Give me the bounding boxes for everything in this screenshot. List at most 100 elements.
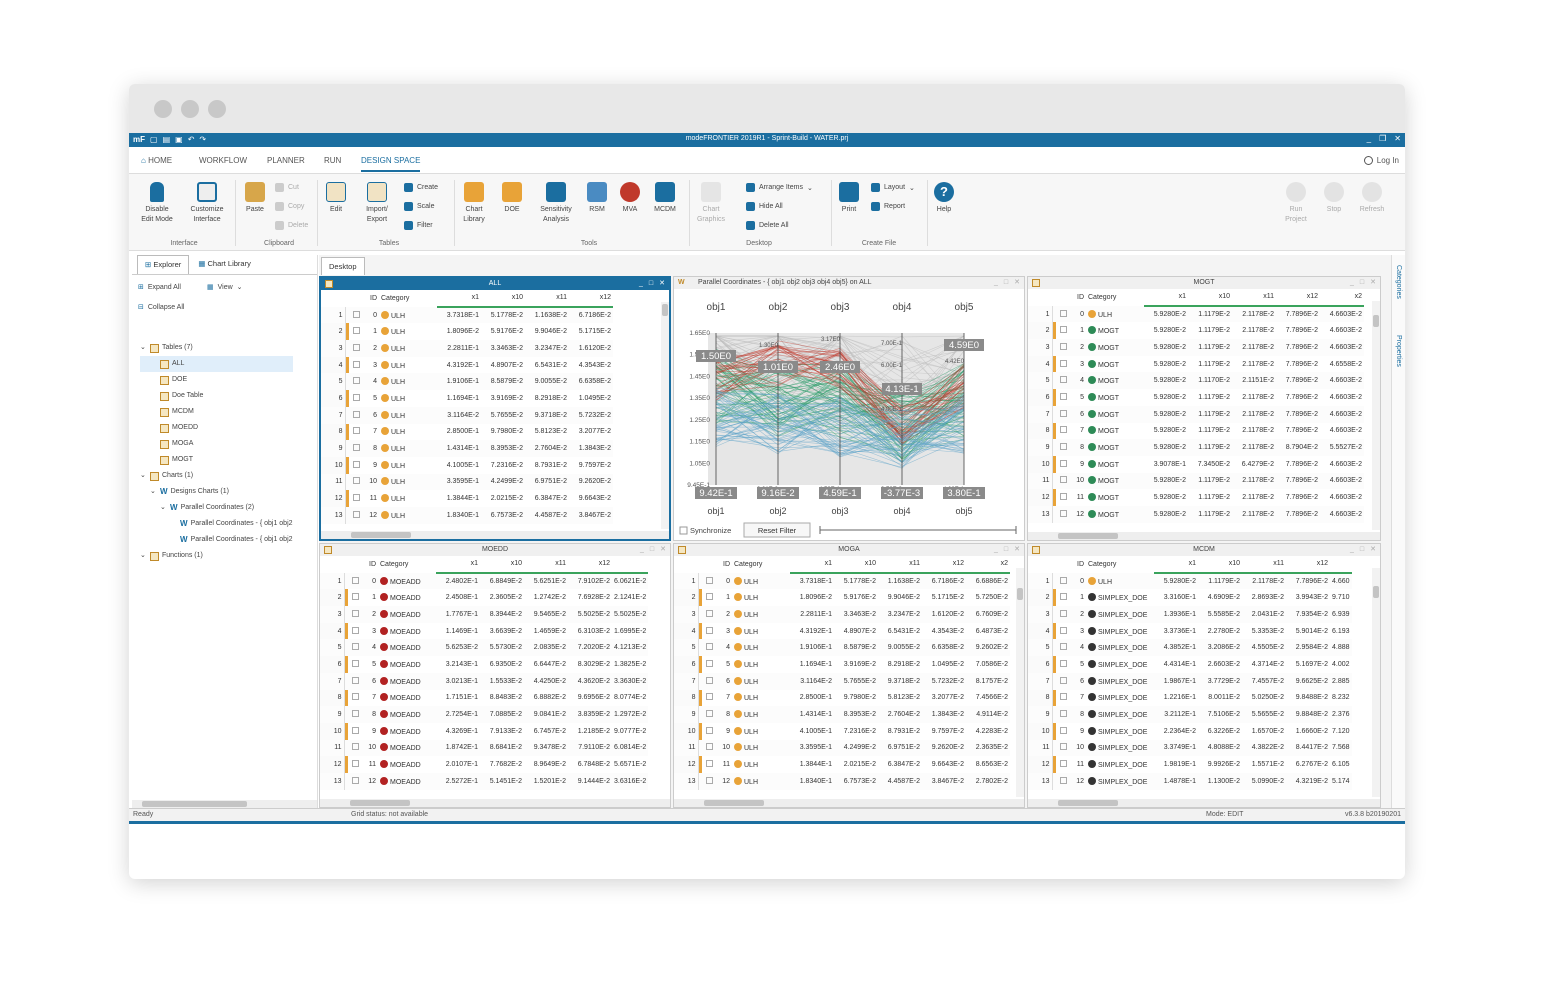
column-header[interactable]: x10 <box>480 556 524 574</box>
column-header[interactable]: Category <box>734 560 763 568</box>
table-row[interactable]: 6 5 ULH 1.1694E-1 3.9169E-2 8.2918E-2 1.0495E-… <box>674 656 1010 673</box>
scroll-thumb[interactable] <box>1373 315 1379 327</box>
table-row[interactable]: 2 1 SIMPLEX_DOE 3.3160E-1 4.6909E-2 2.8693E-2… <box>1028 589 1352 607</box>
column-header-overflow[interactable] <box>1330 556 1352 574</box>
column-header[interactable]: Category <box>380 560 409 568</box>
sensitivity-analysis-button[interactable]: Sensitivity Analysis <box>534 182 578 225</box>
table-row[interactable]: 7 6 ULH 3.1164E-2 5.7655E-2 9.3718E-2 5.7232E-… <box>674 672 1010 690</box>
table-vscroll[interactable] <box>1372 301 1380 530</box>
arrange-items-button[interactable]: Arrange Items ⌄ <box>746 183 813 192</box>
import-export-button[interactable]: Import/ Export <box>357 182 397 225</box>
refresh-button[interactable]: Refresh <box>1355 182 1389 215</box>
tab-home[interactable]: ⌂ HOME <box>141 156 172 165</box>
row-checkbox[interactable] <box>705 776 713 784</box>
table-row[interactable]: 6 5 MOGT 5.9280E-2 1.1179E-2 2.1178E-2 7.7896E… <box>1028 389 1364 406</box>
filter-button[interactable]: Filter <box>404 221 433 230</box>
table-row[interactable]: 12 11 MOEADD 2.0107E-1 7.7682E-2 8.9649E-2 6.7… <box>320 756 648 773</box>
column-header[interactable]: x10 <box>1188 289 1232 307</box>
range-marker-top[interactable] <box>758 361 798 373</box>
table-row[interactable]: 7 6 ULH 3.1164E-2 5.7655E-2 9.3718E-2 5.7232E-… <box>321 406 613 424</box>
column-header[interactable]: x2 <box>1320 289 1364 307</box>
tab-workflow[interactable]: WORKFLOW <box>199 156 247 165</box>
expand-all-button[interactable]: ⊞ Expand All <box>138 283 181 292</box>
table-row[interactable]: 4 3 MOEADD 1.1469E-1 3.6639E-2 1.4659E-2 6.310… <box>320 622 648 640</box>
row-checkbox[interactable] <box>1059 760 1067 768</box>
table-vscroll[interactable] <box>1372 568 1380 797</box>
row-checkbox[interactable] <box>1059 676 1067 684</box>
row-checkbox[interactable] <box>1059 392 1067 400</box>
rsm-button[interactable]: RSM <box>584 182 610 215</box>
table-row[interactable]: 3 2 SIMPLEX_DOE 1.3936E-1 5.5585E-2 2.0431E-2… <box>1028 606 1352 623</box>
row-checkbox[interactable] <box>1059 593 1067 601</box>
reset-filter-button[interactable] <box>743 522 811 538</box>
table-row[interactable]: 1 0 MOEADD 2.4802E-1 6.8849E-2 5.6251E-2 7.910… <box>320 572 649 590</box>
table-hscroll[interactable] <box>1028 799 1380 807</box>
column-header[interactable]: ID <box>723 560 730 568</box>
scroll-thumb[interactable] <box>351 532 411 538</box>
table-row[interactable]: 13 12 MOGT 5.9280E-2 1.1179E-2 2.1178E-2 7.789… <box>1028 505 1364 523</box>
table-row[interactable]: 2 1 MOEADD 2.4508E-1 2.3605E-2 1.2742E-2 7.692… <box>320 589 648 607</box>
table-row[interactable]: 12 11 MOGT 5.9280E-2 1.1179E-2 2.1178E-2 7.789… <box>1028 489 1364 506</box>
table-vscroll[interactable] <box>661 302 669 529</box>
row-checkbox[interactable] <box>705 576 713 584</box>
range-marker-top[interactable] <box>882 383 922 395</box>
cut-button[interactable]: Cut <box>275 183 299 192</box>
row-checkbox[interactable] <box>351 726 359 734</box>
tab-design-space[interactable]: DESIGN SPACE <box>361 156 421 172</box>
window-dot-minimize[interactable] <box>181 100 199 118</box>
print-button[interactable]: Print <box>836 182 862 215</box>
row-checkbox[interactable] <box>705 760 713 768</box>
column-header[interactable]: x12 <box>569 290 613 308</box>
row-checkbox[interactable] <box>705 659 713 667</box>
row-checkbox[interactable] <box>352 494 360 502</box>
categories-tab[interactable]: Categories <box>1395 265 1402 299</box>
row-checkbox[interactable] <box>351 760 359 768</box>
row-checkbox[interactable] <box>351 643 359 651</box>
maximize-icon[interactable]: □ <box>1359 546 1365 553</box>
column-header[interactable]: x11 <box>524 556 568 574</box>
scroll-thumb[interactable] <box>662 304 668 316</box>
row-checkbox[interactable] <box>1059 693 1067 701</box>
table-row[interactable]: 8 7 MOEADD 1.7151E-1 8.8483E-2 6.8882E-2 9.695… <box>320 689 648 707</box>
tree-item[interactable]: Doe Table <box>140 388 293 404</box>
minimize-icon[interactable]: _ <box>639 546 644 553</box>
table-row[interactable]: 11 10 MOEADD 1.8742E-1 8.6841E-2 9.3478E-2 7.9… <box>320 739 649 757</box>
tree-item[interactable]: MOGT <box>140 452 293 468</box>
column-header[interactable]: x2 <box>966 556 1010 574</box>
table-row[interactable]: 9 8 MOGT 5.9280E-2 1.1179E-2 2.1178E-2 8.7904E… <box>1028 439 1364 456</box>
column-header-overflow[interactable] <box>612 556 649 574</box>
table-row[interactable]: 7 6 MOEADD 3.0213E-1 1.5533E-2 4.4250E-2 4.362… <box>320 672 649 690</box>
stop-button[interactable]: Stop <box>1321 182 1347 215</box>
chart-window-parallel[interactable]: W Parallel Coordinates - { obj1 obj2 obj3… <box>673 276 1025 541</box>
column-header[interactable]: x10 <box>1198 556 1242 574</box>
column-header[interactable]: Category <box>1088 560 1117 568</box>
disable-edit-mode-button[interactable]: Disable Edit Mode <box>137 182 177 225</box>
table-row[interactable]: 3 2 MOEADD 1.7767E-1 8.3944E-2 9.5465E-2 5.502… <box>320 606 649 623</box>
scroll-thumb[interactable] <box>1373 586 1379 598</box>
copy-button[interactable]: Copy <box>275 202 304 211</box>
column-header[interactable]: x1 <box>790 556 834 574</box>
hide-all-button[interactable]: Hide All <box>746 202 783 211</box>
close-icon[interactable]: ✕ <box>1014 546 1020 553</box>
chart-library-button[interactable]: Chart Library <box>459 182 489 225</box>
tab-explorer[interactable]: ⊞ Explorer <box>137 255 190 274</box>
tree-item[interactable]: MOEDD <box>140 420 293 436</box>
tab-planner[interactable]: PLANNER <box>267 156 305 165</box>
tree-toggle-icon[interactable]: ⌄ <box>140 472 146 479</box>
row-checkbox[interactable] <box>1059 409 1067 417</box>
row-checkbox[interactable] <box>1059 443 1067 451</box>
table-row[interactable]: 9 8 ULH 1.4314E-1 8.3953E-2 2.7604E-2 1.3843E-… <box>674 706 1010 723</box>
table-window-all[interactable]: ALL _ □ ✕ ID Category x1 x10 x11 x12 1 0 ULH 3.7318E… <box>319 276 671 541</box>
table-grid[interactable]: ID Category x1 x10 x11 x12 1 0 ULH 5.9280E-2 1.117… <box>1028 556 1380 790</box>
row-checkbox[interactable] <box>1059 476 1067 484</box>
close-icon[interactable]: ✕ <box>1014 279 1020 286</box>
tab-run[interactable]: RUN <box>324 156 342 165</box>
tree-item[interactable]: ⌄ W Designs Charts (1) <box>140 484 293 500</box>
report-button[interactable]: Report <box>871 202 905 211</box>
table-row[interactable]: 10 9 SIMPLEX_DOE 2.2364E-2 6.3226E-2 1.6570E-… <box>1028 722 1352 740</box>
table-row[interactable]: 4 3 ULH 4.3192E-1 4.8907E-2 6.5431E-2 4.3543E-… <box>674 622 1010 640</box>
scroll-thumb[interactable] <box>1058 800 1118 806</box>
row-checkbox[interactable] <box>351 710 359 718</box>
table-grid[interactable]: ID Category x1 x10 x11 x12 1 0 MOEADD 2.4802E-1 6.… <box>320 556 670 790</box>
table-row[interactable]: 12 11 SIMPLEX_DOE 1.9819E-1 9.9926E-2 1.5571E… <box>1028 756 1352 773</box>
